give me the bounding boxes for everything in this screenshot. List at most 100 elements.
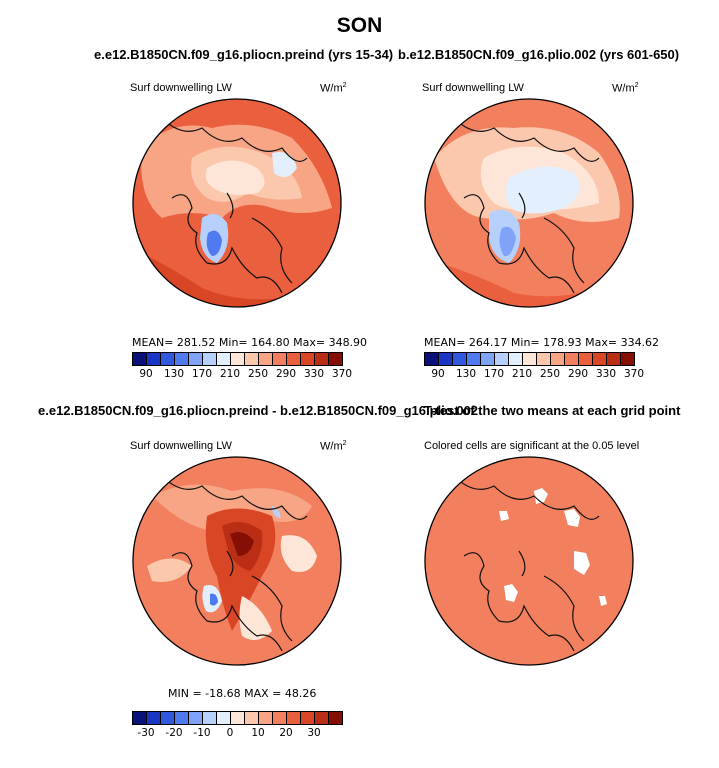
colorbar-tick-label: 210 xyxy=(511,368,533,380)
colorbar-tick-label: 250 xyxy=(539,368,561,380)
panel-1-field-region xyxy=(272,152,297,177)
colorbar-swatch xyxy=(258,711,273,725)
panel-1-units: W/m2 xyxy=(320,82,347,95)
panel-3-field-region xyxy=(230,532,254,556)
panel-4-map-background xyxy=(425,457,633,665)
colorbar-swatch xyxy=(480,352,495,366)
panel-3-polar-map xyxy=(132,456,342,666)
colorbar-swatch xyxy=(314,352,329,366)
panel-3-field-region xyxy=(147,558,192,582)
colorbar-swatch xyxy=(424,352,439,366)
colorbar-tick-label: 370 xyxy=(623,368,645,380)
colorbar-tick-label: 370 xyxy=(331,368,353,380)
colorbar-swatch xyxy=(244,352,259,366)
colorbar-swatch xyxy=(620,352,635,366)
panel-3-stats: MIN = -18.68 MAX = 48.26 xyxy=(168,687,317,700)
colorbar-swatch xyxy=(216,352,231,366)
colorbar-swatch xyxy=(244,711,259,725)
colorbar-swatch xyxy=(188,711,203,725)
colorbar-swatch xyxy=(174,711,189,725)
colorbar-swatch xyxy=(272,711,287,725)
colorbar-swatch xyxy=(202,711,217,725)
colorbar-swatch xyxy=(272,352,287,366)
colorbar-tick-label: -10 xyxy=(193,727,211,739)
colorbar-tick-label: 290 xyxy=(567,368,589,380)
colorbar-swatch xyxy=(160,711,175,725)
colorbar-swatch xyxy=(160,352,175,366)
colorbar-swatch xyxy=(132,711,147,725)
panel-3-variable: Surf downwelling LW xyxy=(130,440,232,452)
colorbar-swatch xyxy=(564,352,579,366)
panel-1-field-region xyxy=(206,230,222,256)
colorbar-tick-label: 90 xyxy=(139,368,153,380)
panel-4-insignificant-cell xyxy=(574,551,590,575)
colorbar-swatch xyxy=(230,711,245,725)
panel-4-polar-map xyxy=(424,456,634,666)
colorbar-tick-label: -20 xyxy=(165,727,183,739)
panel-1-variable: Surf downwelling LW xyxy=(130,82,232,94)
colorbar-tick-label: 170 xyxy=(483,368,505,380)
panel-4-title: T-test of the two means at each grid poi… xyxy=(424,403,681,418)
panel-4-coastline xyxy=(453,475,600,652)
colorbar-tick-label: -30 xyxy=(137,727,155,739)
panel-2-title: b.e12.B1850CN.f09_g16.plio.002 (yrs 601-… xyxy=(398,47,680,62)
colorbar-tick-label: 130 xyxy=(163,368,185,380)
colorbar-swatch xyxy=(494,352,509,366)
colorbar-swatch xyxy=(286,711,301,725)
panel-1-colorbar: 90 130 170 210 250 290 330 370 xyxy=(132,352,352,384)
panel-3-field-region xyxy=(280,535,317,572)
colorbar-tick-label: 130 xyxy=(455,368,477,380)
panel-2-colorbar: 90 130 170 210 250 290 330 370 xyxy=(424,352,644,384)
panel-2-polar-map xyxy=(424,98,634,308)
colorbar-tick-label: 290 xyxy=(275,368,297,380)
page-title: SON xyxy=(336,14,383,37)
colorbar-swatch xyxy=(146,711,161,725)
colorbar-tick-label: 330 xyxy=(303,368,325,380)
colorbar-swatch xyxy=(230,352,245,366)
panel-1-stats: MEAN= 281.52 Min= 164.80 Max= 348.90 xyxy=(132,336,368,349)
panel-4-insignificant-cell xyxy=(564,509,580,527)
panel-4-insignificant-cell xyxy=(499,511,509,521)
panel-2-coastline xyxy=(453,117,600,294)
colorbar-swatch xyxy=(258,352,273,366)
panel-1-coastline xyxy=(161,117,308,294)
panel-2-stats: MEAN= 264.17 Min= 178.93 Max= 334.62 xyxy=(424,336,660,349)
colorbar-swatch xyxy=(314,711,329,725)
panel-4-insignificant-cell xyxy=(504,584,518,602)
colorbar-swatch xyxy=(592,352,607,366)
panel-1-polar-map xyxy=(132,98,342,308)
colorbar-tick-label: 90 xyxy=(431,368,445,380)
panel-1-title: e.e12.B1850CN.f09_g16.pliocn.preind (yrs… xyxy=(94,47,394,62)
colorbar-swatch xyxy=(146,352,161,366)
panel-2-units: W/m2 xyxy=(612,82,639,95)
colorbar-swatch xyxy=(132,352,147,366)
colorbar-tick-label: 250 xyxy=(247,368,269,380)
colorbar-swatch xyxy=(550,352,565,366)
colorbar-swatch xyxy=(188,352,203,366)
panel-2-field-region xyxy=(499,226,516,257)
colorbar-tick-label: 330 xyxy=(595,368,617,380)
panel-4-subtitle: Colored cells are significant at the 0.0… xyxy=(424,440,640,452)
colorbar-swatch xyxy=(452,352,467,366)
colorbar-swatch xyxy=(202,352,217,366)
colorbar-swatch xyxy=(300,711,315,725)
colorbar-swatch xyxy=(438,352,453,366)
colorbar-tick-label: 210 xyxy=(219,368,241,380)
panel-3-units: W/m2 xyxy=(320,440,347,453)
colorbar-tick-label: 170 xyxy=(191,368,213,380)
colorbar-swatch xyxy=(174,352,189,366)
colorbar-tick-label: 10 xyxy=(251,727,265,739)
colorbar-swatch xyxy=(300,352,315,366)
colorbar-tick-label: 0 xyxy=(226,727,234,739)
colorbar-swatch xyxy=(328,711,343,725)
colorbar-swatch xyxy=(578,352,593,366)
colorbar-swatch xyxy=(466,352,481,366)
colorbar-swatch xyxy=(606,352,621,366)
colorbar-swatch xyxy=(522,352,537,366)
colorbar-swatch xyxy=(536,352,551,366)
panel-3-title: e.e12.B1850CN.f09_g16.pliocn.preind - b.… xyxy=(38,403,479,418)
panel-1-field-region xyxy=(205,160,265,195)
panel-2-variable: Surf downwelling LW xyxy=(422,82,524,94)
colorbar-tick-label: 20 xyxy=(279,727,293,739)
colorbar-swatch xyxy=(508,352,523,366)
